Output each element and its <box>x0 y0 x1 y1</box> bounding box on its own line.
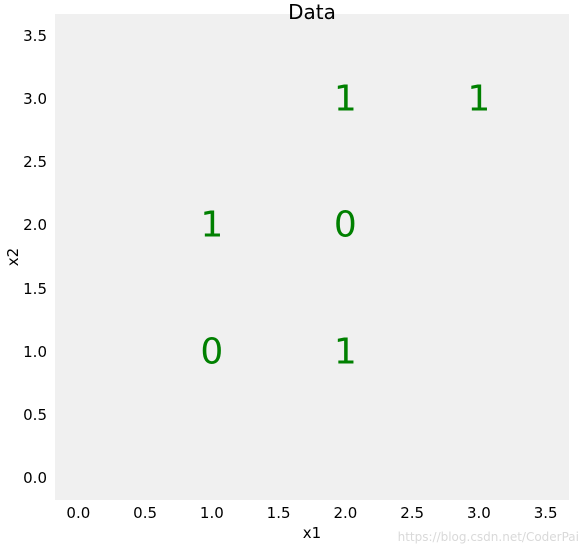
data-point-label: 1 <box>334 79 357 120</box>
y-tick-label: 3.0 <box>23 90 47 108</box>
x-tick-label: 2.5 <box>400 504 424 522</box>
x-tick-label: 0.5 <box>133 504 157 522</box>
y-tick-label: 0.5 <box>23 406 47 424</box>
data-point-label: 1 <box>334 331 357 372</box>
x-tick-label: 2.0 <box>333 504 357 522</box>
x-tick-label: 0.0 <box>66 504 90 522</box>
watermark-text: https://blog.csdn.net/CoderPai <box>398 530 579 544</box>
plot-area <box>55 14 569 500</box>
figure: Data x1 x2 0.0 0.5 1.0 1.5 2.0 2.5 3.0 3.5 0.0 0… <box>0 0 585 550</box>
data-point-label: 0 <box>334 205 357 246</box>
y-tick-label: 3.5 <box>23 27 47 45</box>
data-point-label: 0 <box>200 331 223 372</box>
x-tick-label: 1.5 <box>267 504 291 522</box>
chart-title: Data <box>288 0 336 24</box>
x-tick-label: 3.5 <box>534 504 558 522</box>
x-tick-label: 3.0 <box>467 504 491 522</box>
y-tick-label: 1.5 <box>23 280 47 298</box>
data-point-label: 1 <box>200 205 223 246</box>
x-tick-label: 1.0 <box>200 504 224 522</box>
y-tick-label: 0.0 <box>23 469 47 487</box>
y-axis-label: x2 <box>4 248 22 266</box>
x-axis-label: x1 <box>303 524 321 542</box>
y-tick-label: 1.0 <box>23 343 47 361</box>
y-tick-label: 2.0 <box>23 216 47 234</box>
data-point-label: 1 <box>467 79 490 120</box>
y-tick-label: 2.5 <box>23 153 47 171</box>
